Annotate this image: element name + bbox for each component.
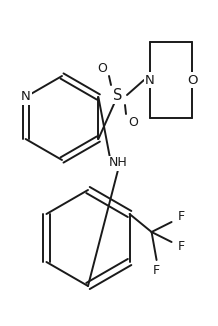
Text: N: N bbox=[21, 91, 31, 103]
Text: O: O bbox=[128, 115, 138, 128]
Text: O: O bbox=[187, 73, 197, 86]
Text: N: N bbox=[145, 73, 155, 86]
Text: O: O bbox=[97, 62, 107, 75]
Text: S: S bbox=[113, 87, 123, 102]
Text: NH: NH bbox=[109, 156, 127, 170]
Text: F: F bbox=[178, 241, 185, 254]
Text: F: F bbox=[178, 211, 185, 224]
Text: F: F bbox=[153, 263, 160, 276]
